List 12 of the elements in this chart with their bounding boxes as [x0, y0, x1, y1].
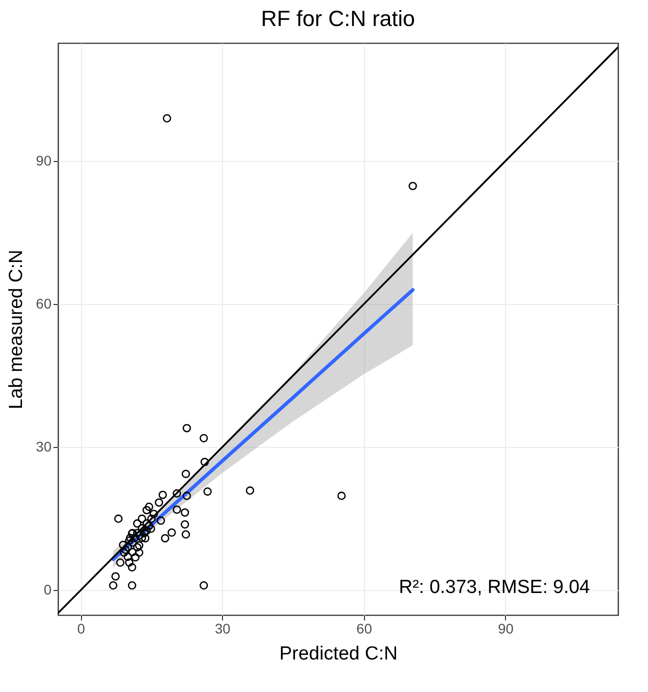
y-axis-title: Lab measured C:N	[6, 250, 27, 410]
y-tick-label: 60	[36, 296, 52, 312]
chart-title: RF for C:N ratio	[260, 6, 416, 31]
y-tick-label: 90	[36, 152, 52, 169]
annotation: R²: 0.373, RMSE: 9.04	[398, 577, 590, 598]
y-tick-label: 0	[44, 582, 52, 598]
x-tick-label: 60	[356, 620, 372, 636]
x-tick-label: 90	[498, 620, 514, 636]
x-axis-title: Predicted C:N	[279, 644, 398, 664]
x-tick-label: 30	[214, 620, 231, 636]
y-tick-label: 30	[36, 438, 52, 455]
x-tick-label: 0	[77, 620, 86, 636]
